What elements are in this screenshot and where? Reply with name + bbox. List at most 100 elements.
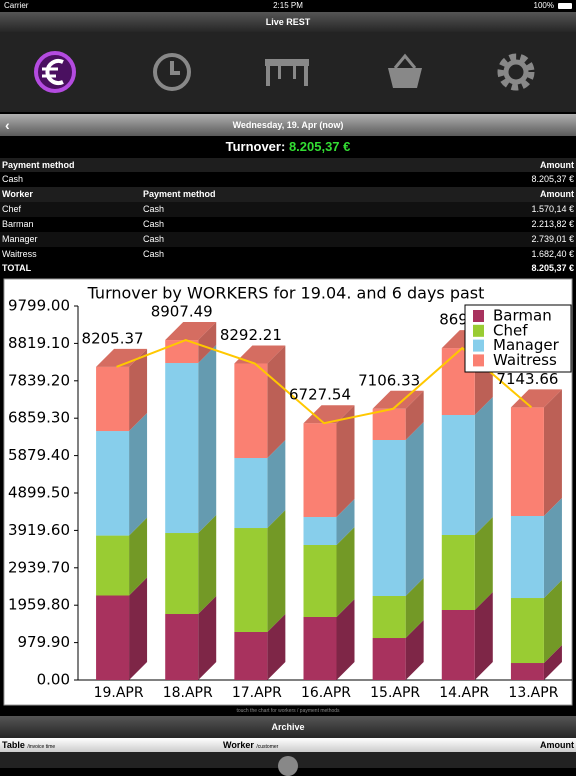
clock-tab[interactable] bbox=[153, 53, 191, 91]
download-icon[interactable] bbox=[278, 756, 298, 776]
legend-swatch bbox=[473, 310, 484, 322]
bar-top bbox=[303, 405, 355, 424]
bar bbox=[234, 528, 268, 632]
bar bbox=[441, 415, 475, 536]
chart-title: Turnover by WORKERS for 19.04. and 6 day… bbox=[87, 284, 485, 303]
y-tick-label: 7839.20 bbox=[8, 371, 70, 389]
bar-side bbox=[543, 389, 562, 516]
legend-swatch bbox=[473, 354, 484, 367]
euro-tab[interactable] bbox=[34, 51, 76, 93]
bar-side bbox=[405, 620, 424, 680]
total-label: 8292.21 bbox=[220, 326, 282, 344]
battery-icon bbox=[558, 3, 572, 9]
bar-side bbox=[405, 390, 424, 441]
bar-side bbox=[543, 580, 562, 664]
cell: 8.205,37 € bbox=[531, 174, 574, 184]
cell: TOTAL bbox=[2, 263, 32, 273]
bar-side bbox=[198, 345, 217, 534]
x-tick-label: 15.APR bbox=[370, 685, 420, 701]
table-tab[interactable] bbox=[265, 59, 309, 86]
back-arrow[interactable]: ‹ bbox=[5, 117, 10, 133]
bar bbox=[372, 440, 406, 596]
worker-row: Barman Cash 2.213,82 € bbox=[0, 217, 576, 232]
y-tick-label: 1959.80 bbox=[8, 596, 70, 614]
bar bbox=[96, 431, 130, 536]
bar bbox=[372, 595, 406, 639]
cell: 2.213,82 € bbox=[531, 219, 574, 229]
bar-side bbox=[198, 322, 217, 364]
bar-side bbox=[129, 517, 148, 596]
bar-top bbox=[96, 348, 148, 367]
bar-side bbox=[267, 440, 286, 529]
bar bbox=[510, 515, 544, 599]
column-sub: /invoice time bbox=[27, 744, 56, 750]
column: Table bbox=[2, 740, 25, 750]
bar bbox=[234, 631, 268, 680]
total-label: 8205.37 bbox=[82, 329, 144, 347]
column-sub: /customer bbox=[256, 744, 279, 750]
worker-header: Worker Payment method Amount bbox=[0, 187, 576, 202]
bar-side bbox=[474, 517, 493, 611]
y-tick-label: 6859.30 bbox=[8, 409, 70, 427]
total-label: 7143.66 bbox=[496, 370, 558, 388]
archive-columns: Table /invoice time Worker /customer Amo… bbox=[0, 738, 576, 752]
basket-tab[interactable] bbox=[388, 53, 422, 88]
bar bbox=[234, 458, 268, 529]
bar-side bbox=[198, 515, 217, 615]
worker-row: Waitress Cash 1.682,40 € bbox=[0, 247, 576, 262]
bar-top bbox=[165, 322, 217, 341]
x-tick-label: 17.APR bbox=[232, 685, 282, 701]
bar-side bbox=[474, 592, 493, 680]
cell: Chef bbox=[2, 204, 22, 214]
cell: 1.570,14 € bbox=[531, 204, 574, 214]
cell: Cash bbox=[2, 174, 24, 184]
total-label: 6727.54 bbox=[289, 386, 351, 404]
settings-tab[interactable] bbox=[497, 53, 535, 91]
cell: Cash bbox=[143, 219, 165, 229]
x-tick-label: 16.APR bbox=[301, 685, 351, 701]
cell: Cash bbox=[143, 234, 165, 244]
bar-side bbox=[267, 345, 286, 459]
bar-side bbox=[198, 596, 217, 680]
hint: touch the chart for workers / payment me… bbox=[236, 708, 340, 714]
y-tick-label: 8819.10 bbox=[8, 334, 70, 352]
bar-side bbox=[336, 527, 355, 617]
cell: 8.205,37 € bbox=[531, 263, 574, 273]
bar-side bbox=[129, 577, 148, 680]
bar bbox=[303, 423, 337, 518]
bar-side bbox=[405, 577, 424, 639]
header: Amount bbox=[540, 189, 574, 199]
nav-bg bbox=[0, 32, 576, 112]
header: Payment method bbox=[2, 160, 75, 170]
bar-side bbox=[267, 510, 286, 632]
bar-side bbox=[336, 598, 355, 680]
bar-top bbox=[510, 389, 562, 408]
cell: Cash bbox=[143, 249, 165, 259]
bar-top bbox=[372, 390, 424, 409]
y-tick-label: 9799.00 bbox=[8, 297, 70, 315]
app-title: Live REST bbox=[0, 12, 576, 32]
total-label: 7106.33 bbox=[358, 371, 420, 389]
cell: 1.682,40 € bbox=[531, 249, 574, 259]
y-tick-label: 4899.50 bbox=[8, 484, 70, 502]
payment-header: Payment method Amount bbox=[0, 158, 576, 172]
bar bbox=[441, 535, 475, 611]
bar-side bbox=[543, 497, 562, 599]
bar bbox=[234, 363, 268, 459]
bar bbox=[303, 517, 337, 546]
column: Amount bbox=[540, 740, 574, 750]
bar-side bbox=[129, 348, 148, 432]
status-bar: Carrier 2:15 PM 100% bbox=[0, 0, 576, 12]
header: Payment method bbox=[143, 189, 216, 199]
worker-row: Chef Cash 1.570,14 € bbox=[0, 202, 576, 217]
bar-top bbox=[234, 345, 286, 364]
archive-title: Archive bbox=[0, 716, 576, 738]
bar bbox=[372, 408, 406, 441]
total-row: TOTAL 8.205,37 € bbox=[0, 261, 576, 276]
x-tick-label: 13.APR bbox=[508, 685, 558, 701]
bar-side bbox=[336, 405, 355, 518]
header: Amount bbox=[540, 160, 574, 170]
chart[interactable]: Turnover by WORKERS for 19.04. and 6 day… bbox=[0, 278, 576, 706]
bar bbox=[510, 663, 544, 680]
